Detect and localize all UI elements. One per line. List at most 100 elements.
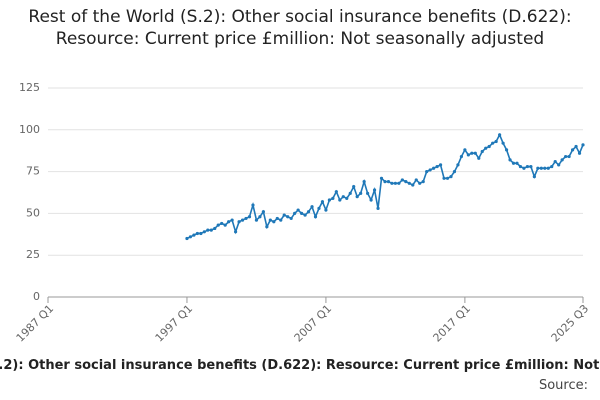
point xyxy=(303,213,307,217)
point xyxy=(532,175,536,179)
point xyxy=(192,233,196,237)
point xyxy=(286,215,290,219)
point xyxy=(220,221,224,226)
point xyxy=(254,218,259,222)
point xyxy=(525,164,530,169)
point xyxy=(438,163,443,167)
point xyxy=(487,144,491,149)
point xyxy=(421,180,425,184)
point xyxy=(268,218,272,222)
point xyxy=(317,206,321,210)
point xyxy=(557,163,561,167)
point xyxy=(397,181,401,185)
point xyxy=(522,166,526,170)
point xyxy=(331,196,335,200)
point xyxy=(498,133,502,137)
x-tick-label: 2025 Q3 xyxy=(549,302,592,345)
point xyxy=(574,144,578,149)
point xyxy=(265,225,269,229)
point xyxy=(223,223,227,227)
point xyxy=(327,198,331,202)
point xyxy=(418,181,422,185)
point xyxy=(390,181,394,185)
point xyxy=(366,191,370,195)
point xyxy=(306,210,311,214)
point xyxy=(289,216,293,221)
point xyxy=(240,218,245,222)
point xyxy=(494,139,498,144)
point xyxy=(435,164,439,169)
point xyxy=(480,149,484,154)
point xyxy=(372,188,377,192)
point xyxy=(341,195,345,199)
point xyxy=(275,216,279,221)
point xyxy=(491,141,495,145)
point xyxy=(282,213,286,217)
point xyxy=(320,200,325,204)
point xyxy=(518,164,523,169)
point xyxy=(414,178,418,182)
point xyxy=(470,151,474,155)
point xyxy=(508,158,512,162)
point xyxy=(258,215,262,219)
chart-title: Rest of the World (S.2): Other social in… xyxy=(28,7,572,49)
line xyxy=(186,132,584,240)
x-tick-label: 2007 Q1 xyxy=(292,302,335,345)
point xyxy=(199,231,203,236)
point xyxy=(400,178,404,182)
caption-text: Rest of the World (S.2): Other social in… xyxy=(0,358,600,373)
point xyxy=(570,148,575,152)
point xyxy=(293,211,297,215)
point xyxy=(425,170,429,174)
point xyxy=(484,146,488,150)
point xyxy=(233,230,238,234)
point xyxy=(383,180,387,184)
point xyxy=(428,168,432,172)
point xyxy=(338,198,342,202)
point xyxy=(279,218,283,222)
y-tick-label: 125 xyxy=(19,81,40,94)
point xyxy=(477,156,481,160)
point xyxy=(188,235,193,239)
point xyxy=(202,230,206,234)
point xyxy=(272,220,276,224)
y-tick-label: 0 xyxy=(33,290,40,303)
y-tick-label: 100 xyxy=(19,123,40,136)
point xyxy=(550,164,554,169)
point xyxy=(348,191,352,195)
point xyxy=(206,228,210,232)
point xyxy=(411,183,415,187)
point xyxy=(213,226,217,231)
point xyxy=(466,153,470,157)
point xyxy=(355,195,359,199)
point xyxy=(324,208,328,212)
chart: 0 25 50 75 100 125 1987 Q1 1997 Q1 2007 Q1 2017 Q… xyxy=(14,81,592,345)
point xyxy=(432,166,436,170)
point xyxy=(560,158,564,162)
point xyxy=(553,159,557,164)
point xyxy=(345,196,349,200)
point xyxy=(379,176,384,180)
point xyxy=(529,164,533,169)
point xyxy=(296,208,300,212)
point xyxy=(407,181,411,185)
point xyxy=(247,215,252,219)
point xyxy=(313,215,318,219)
point xyxy=(564,154,568,159)
point xyxy=(442,176,446,180)
point xyxy=(386,180,391,184)
point xyxy=(369,198,373,202)
point xyxy=(334,190,338,194)
point xyxy=(501,141,505,145)
point xyxy=(393,181,398,185)
x-tick-label: 1987 Q1 xyxy=(14,302,57,345)
point xyxy=(463,148,467,152)
point xyxy=(251,203,255,207)
point xyxy=(216,223,220,227)
point xyxy=(195,231,199,236)
point xyxy=(209,228,213,232)
point xyxy=(456,163,460,167)
point xyxy=(567,154,571,159)
point xyxy=(515,161,519,165)
